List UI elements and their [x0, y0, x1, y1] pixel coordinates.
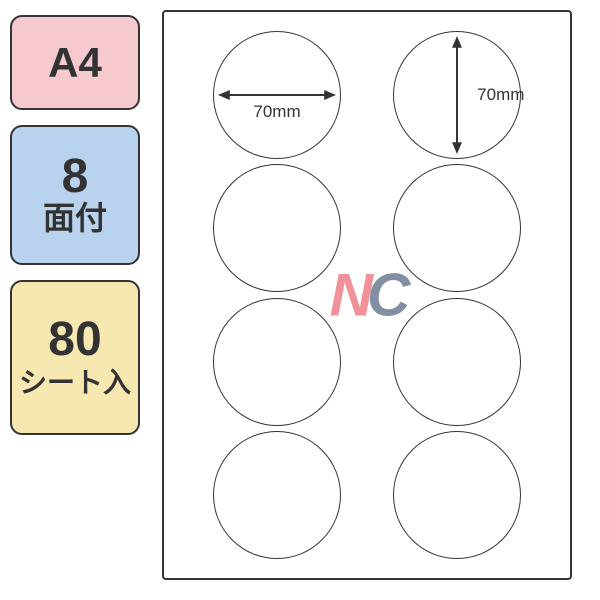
width-dimension: 70mm: [253, 102, 300, 122]
label-sheet-diagram: 70mm 70mm NC: [162, 10, 572, 580]
label-circle: 70mm: [213, 31, 341, 159]
spec-badges: A4 8 面付 80 シート入: [10, 10, 150, 590]
sheets-per-pack-badge: 80 シート入: [10, 280, 140, 435]
faces-per-sheet-badge: 8 面付: [10, 125, 140, 265]
paper-size-badge: A4: [10, 15, 140, 110]
label-circle: [393, 298, 521, 426]
height-dimension: 70mm: [477, 85, 524, 105]
width-arrow-icon: [218, 94, 336, 96]
label-grid: 70mm 70mm: [189, 30, 545, 560]
label-circle: [393, 431, 521, 559]
sheets-count: 80: [48, 316, 101, 364]
label-circle: 70mm: [393, 31, 521, 159]
height-arrow-icon: [456, 36, 458, 154]
label-circle: [393, 164, 521, 292]
label-circle: [213, 164, 341, 292]
faces-label: 面付: [43, 201, 107, 236]
sheets-label: シート入: [19, 368, 131, 399]
paper-size-value: A4: [48, 39, 102, 87]
label-circle: [213, 431, 341, 559]
faces-count: 8: [62, 153, 89, 201]
label-circle: [213, 298, 341, 426]
